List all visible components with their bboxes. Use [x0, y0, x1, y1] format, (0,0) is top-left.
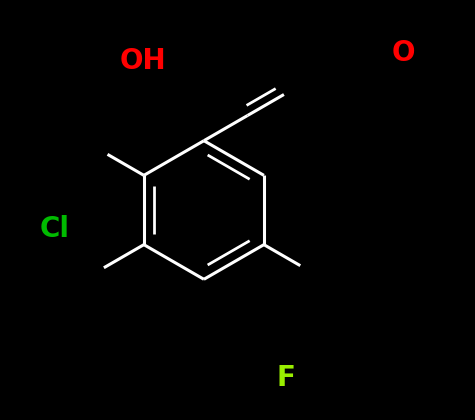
Text: OH: OH: [120, 47, 166, 75]
Text: Cl: Cl: [40, 215, 70, 243]
Text: F: F: [276, 364, 295, 392]
Text: O: O: [392, 39, 415, 66]
